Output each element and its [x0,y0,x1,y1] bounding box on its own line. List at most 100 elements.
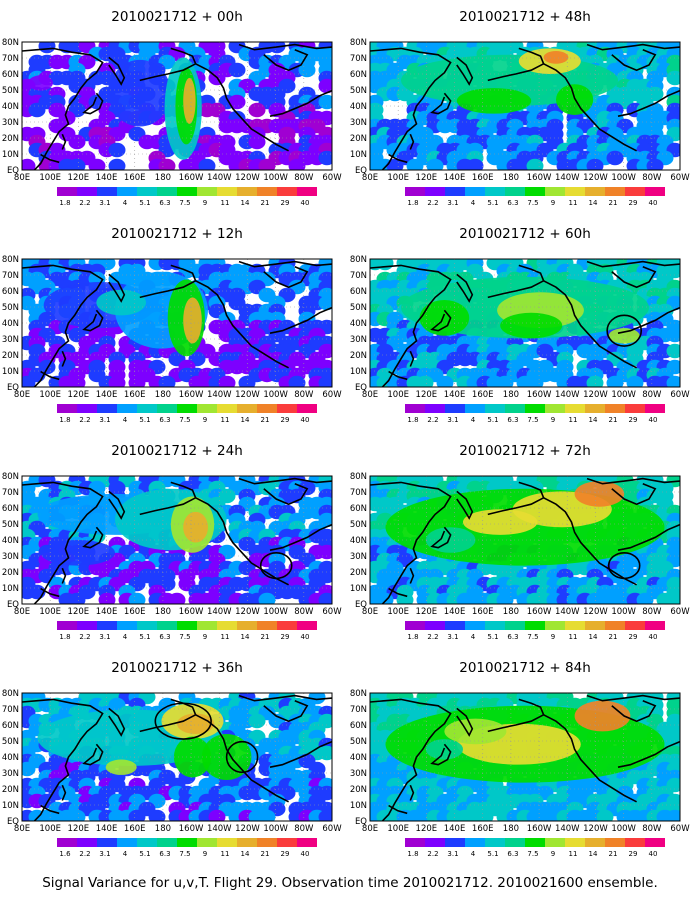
lon-tick-label: 140W [207,824,232,834]
field-cell [318,295,332,311]
field-cell [258,592,276,604]
colorbar-swatch [157,187,177,196]
lon-tick-label: 80E [362,607,378,617]
lat-tick-label: 20N [350,134,367,144]
colorbar-label: 5.1 [139,199,150,207]
coastline [61,350,67,367]
colorbar-swatch [57,621,77,630]
lat-tick-label: 60N [2,70,19,80]
lon-tick-label: 100E [387,173,409,183]
field-cell [198,158,216,170]
field-cell [426,158,444,170]
lon-tick-label: 120E [68,607,90,617]
colorbar: 1.8 2.2 3.1 4 5.1 6.3 7.5 9 11 14 21 29 40 [405,404,665,424]
map-panel: 2010021712 + 48h 80N 70N 60N 50N 40N 30N 20N 10N… [350,9,690,207]
variance-maximum [574,700,631,732]
field-cell [258,809,276,821]
colorbar-swatch [545,187,565,196]
colorbar-label: 9 [203,416,207,424]
variance-maximum [574,481,625,507]
coastline [487,481,545,516]
map-frame [369,692,681,822]
lat-tick-label: EQ [7,166,19,176]
colorbar-label: 40 [301,633,310,641]
coastline [543,714,637,803]
lat-tick-label: 10N [350,584,367,594]
map-panel: 2010021712 + 24h 80N 70N 60N 50N 40N 30N 20N 10N… [2,443,342,641]
lon-tick-label: 100E [39,390,61,400]
colorbar-swatch [57,187,77,196]
coastline [195,63,289,152]
colorbar-label: 4 [123,416,128,424]
lat-tick-label: 10N [350,801,367,811]
colorbar-label: 21 [609,416,618,424]
lon-tick-label: 80E [14,173,30,183]
colorbar-swatch [625,838,645,847]
colorbar-label: 6.3 [159,199,170,207]
coastline [543,63,637,152]
colorbar-label: 6.3 [507,199,518,207]
colorbar-label: 5.1 [487,850,498,858]
colorbar-label: 2.2 [427,199,438,207]
colorbar-label: 21 [609,199,618,207]
lat-tick-label: 30N [2,769,19,779]
panel-title: 2010021712 + 12h [111,226,243,242]
colorbar-swatch [257,404,277,413]
field-cell [158,158,176,170]
coastline [22,264,104,387]
colorbar-label: 11 [569,633,578,641]
lon-tick-label: 120W [235,607,260,617]
colorbar-swatch [297,187,317,196]
lon-tick-label: 180 [503,390,519,400]
lon-tick-label: 120W [583,607,608,617]
field-cell [68,809,86,821]
map-frame [369,475,681,605]
lat-tick-label: 20N [2,134,19,144]
colorbar-label: 11 [569,416,578,424]
coastline [388,153,408,164]
coastline [370,47,452,170]
colorbar-label: 3.1 [447,199,458,207]
lat-tick-label: 40N [2,753,19,763]
map-frame [21,475,333,605]
colorbar-swatch [525,621,545,630]
coastline [611,265,657,289]
lon-tick-label: 180 [503,607,519,617]
colorbar-swatch [77,838,97,847]
coastline [139,47,197,82]
colorbar-swatch [465,838,485,847]
lon-tick-label: 160E [124,173,146,183]
colorbar-swatch [277,404,297,413]
coastline [269,523,332,551]
lon-tick-label: 160E [472,607,494,617]
coastline [370,698,452,821]
lon-tick-label: 80E [14,824,30,834]
lon-tick-label: 80W [294,607,314,617]
field-cell [666,809,680,821]
colorbar-swatch [445,404,465,413]
colorbar-swatch [57,838,77,847]
colorbar-swatch [177,621,197,630]
field-cell [606,375,624,387]
lon-tick-label: 180 [503,824,519,834]
colorbar-label: 2.2 [427,633,438,641]
coastline [370,481,452,604]
colorbar-swatch [605,187,625,196]
lon-tick-label: 120W [235,824,260,834]
colorbar-label: 6.3 [159,850,170,858]
coastline [61,567,67,584]
colorbar-label: 21 [261,416,270,424]
colorbar-label: 40 [301,416,310,424]
colorbar-swatch [465,404,485,413]
colorbar-label: 4 [471,199,476,207]
coastline [456,707,474,737]
colorbar-swatch [425,838,445,847]
lon-tick-label: 100W [263,607,288,617]
colorbar-label: 2.2 [79,633,90,641]
colorbar-swatch [485,838,505,847]
coastline [586,43,680,51]
colorbar-label: 9 [551,199,555,207]
coastline [269,89,332,117]
colorbar-label: 9 [551,850,555,858]
colorbar-swatch [277,838,297,847]
